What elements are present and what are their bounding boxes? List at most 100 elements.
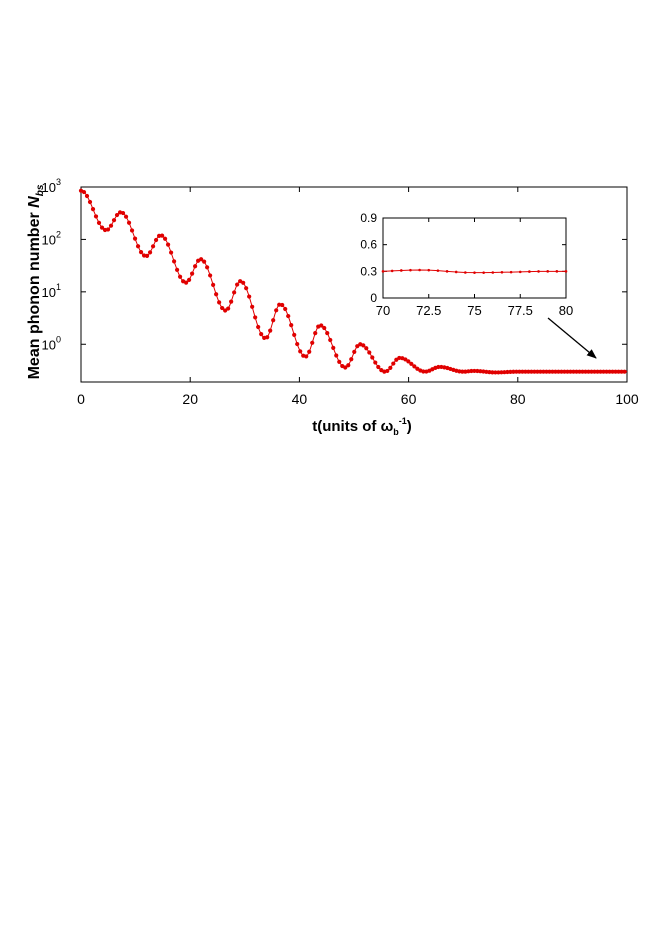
main-data-point [487, 370, 492, 375]
main-data-point [184, 280, 189, 285]
main-data-point [373, 360, 378, 365]
main-data-point [229, 299, 234, 304]
main-data-point [412, 364, 417, 369]
main-data-point [541, 369, 546, 374]
main-data-point [526, 369, 531, 374]
main-data-point [220, 305, 225, 311]
main-data-point [505, 369, 510, 375]
main-data-point [532, 369, 537, 374]
y-tick-label: 101 [42, 282, 61, 300]
main-data-point [538, 369, 543, 374]
inset-y-tick-label: 0.3 [360, 264, 377, 278]
main-data-point [499, 370, 504, 375]
main-data-point [619, 369, 624, 374]
main-data-point [586, 369, 591, 374]
main-data-point [616, 369, 621, 374]
inset-data-point [381, 270, 385, 273]
main-data-point [289, 323, 294, 328]
x-tick-label: 20 [182, 391, 198, 407]
main-data-point [409, 361, 414, 366]
main-data-point [508, 369, 513, 374]
main-data-point [322, 325, 327, 331]
main-data-point [388, 365, 393, 370]
main-data-point [580, 369, 585, 374]
main-data-point [111, 218, 117, 223]
inset-x-tick-label: 70 [376, 303, 390, 318]
main-data-point [436, 364, 441, 370]
main-data-point [403, 357, 408, 362]
main-data-point [147, 250, 153, 255]
main-data-point [394, 357, 399, 362]
inset-data-point [409, 268, 412, 272]
main-data-point [144, 253, 150, 258]
main-data-point [607, 369, 612, 374]
x-tick-label: 60 [401, 391, 417, 407]
y-tick-label: 103 [42, 177, 61, 195]
main-data-point [208, 273, 213, 278]
main-data-point [550, 369, 555, 374]
inset-x-tick-label: 75 [467, 303, 481, 318]
main-data-point [84, 193, 90, 199]
inset-frame [382, 217, 567, 299]
main-data-point [544, 369, 549, 374]
inset-ticks [382, 217, 567, 299]
main-data-point [174, 267, 180, 272]
inset-data-point [537, 270, 540, 273]
main-data-point [150, 244, 156, 249]
main-data-point [162, 236, 168, 241]
main-data-point [553, 369, 558, 374]
main-data-point [177, 274, 183, 279]
inset-tick-labels: 70 72.5 75 77.5 80 0 0.3 0.6 0.9 [360, 211, 573, 318]
main-data-point [81, 189, 87, 195]
main-data-point [391, 361, 396, 366]
main-data-point [490, 370, 495, 375]
main-data-point [120, 210, 126, 216]
main-data-point [123, 214, 129, 219]
inset-data-point [390, 269, 394, 273]
main-data-point [529, 369, 534, 374]
inset-y-tick-label: 0.6 [360, 238, 377, 252]
inset-data-point [564, 270, 568, 273]
main-data-point [268, 328, 273, 333]
main-data-point [319, 323, 324, 328]
main-data-point [574, 369, 579, 374]
main-data-point [601, 369, 606, 374]
main-data-point [90, 206, 96, 212]
inset-data-point [436, 269, 440, 272]
main-data-point [517, 369, 522, 374]
main-data-point [376, 364, 381, 370]
main-data-point [571, 369, 576, 374]
main-data-point [361, 343, 366, 348]
main-data-point [159, 233, 165, 238]
main-data-point [352, 349, 357, 355]
main-data-point [472, 368, 477, 374]
main-data-point [610, 369, 615, 374]
main-data-point [370, 355, 375, 360]
main-data-point [190, 271, 195, 276]
main-data-point [535, 369, 540, 374]
main-data-point [613, 369, 618, 374]
main-data-point [171, 259, 177, 264]
main-series [78, 188, 627, 375]
main-data-point [343, 365, 348, 370]
main-plot-frame [80, 186, 628, 383]
main-data-point [598, 369, 603, 374]
main-data-point [205, 265, 210, 270]
main-data-point [286, 313, 291, 319]
main-data-point [298, 349, 303, 354]
main-data-point [556, 369, 561, 374]
main-data-point [334, 353, 339, 358]
main-data-point [349, 357, 354, 362]
main-data-point [514, 369, 519, 374]
main-data-point [280, 302, 285, 308]
y-tick-label: 102 [42, 229, 61, 247]
main-data-point [364, 346, 369, 351]
main-data-point [460, 369, 465, 374]
main-data-point [217, 300, 222, 305]
main-data-point [223, 308, 228, 313]
main-data-point [244, 286, 249, 291]
main-data-point [265, 335, 270, 340]
main-data-point [105, 227, 111, 232]
main-data-point [421, 369, 426, 374]
x-tick-label: 0 [77, 391, 85, 407]
